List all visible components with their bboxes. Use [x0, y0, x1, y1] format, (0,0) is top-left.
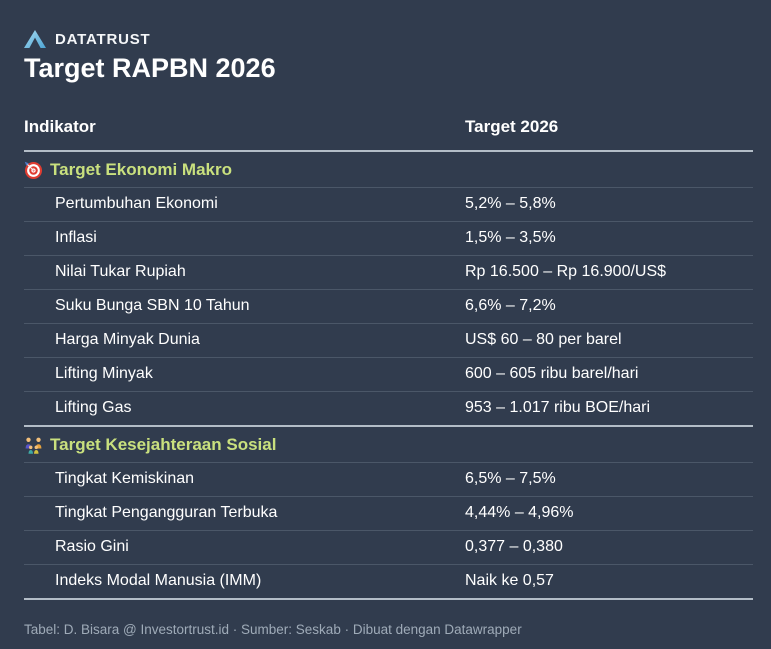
table-row: Pertumbuhan Ekonomi 5,2% – 5,8% — [24, 187, 753, 221]
row-label: Indeks Modal Manusia (IMM) — [55, 572, 262, 589]
brand-header: DATATRUST — [24, 30, 753, 48]
row-value: US$ 60 – 80 per barel — [465, 331, 622, 348]
row-label: Harga Minyak Dunia — [55, 331, 200, 348]
table-row: Tingkat Kemiskinan 6,5% – 7,5% — [24, 462, 753, 496]
section-title: Target Ekonomi Makro — [50, 160, 232, 179]
row-value: 1,5% – 3,5% — [465, 229, 556, 246]
row-value: 6,5% – 7,5% — [465, 470, 556, 487]
row-value: 0,377 – 0,380 — [465, 538, 563, 555]
datatrust-logo-icon — [24, 30, 46, 48]
table-row: Inflasi 1,5% – 3,5% — [24, 221, 753, 255]
table-row: Tingkat Pengangguran Terbuka 4,44% – 4,9… — [24, 496, 753, 530]
table-row: Rasio Gini 0,377 – 0,380 — [24, 530, 753, 564]
table-row: Lifting Gas 953 – 1.017 ribu BOE/hari — [24, 391, 753, 425]
row-value: 5,2% – 5,8% — [465, 195, 556, 212]
data-table: Indikator Target 2026 Target Ekonomi Mak… — [24, 117, 753, 600]
page-title: Target RAPBN 2026 — [24, 53, 276, 83]
row-label: Lifting Minyak — [55, 365, 153, 382]
row-value: 953 – 1.017 ribu BOE/hari — [465, 399, 651, 416]
row-label: Lifting Gas — [55, 399, 132, 416]
row-value: Rp 16.500 – Rp 16.900/US$ — [465, 263, 667, 280]
row-value: 6,6% – 7,2% — [465, 297, 556, 314]
row-label: Nilai Tukar Rupiah — [55, 263, 186, 280]
row-value: 4,44% – 4,96% — [465, 504, 574, 521]
attribution-footer: Tabel: D. Bisara @ Investortrust.id · Su… — [24, 622, 522, 637]
row-label: Suku Bunga SBN 10 Tahun — [55, 297, 250, 314]
table-row: Nilai Tukar Rupiah Rp 16.500 – Rp 16.900… — [24, 255, 753, 289]
row-label: Tingkat Pengangguran Terbuka — [55, 504, 278, 521]
row-label: Tingkat Kemiskinan — [55, 470, 195, 487]
row-label: Inflasi — [55, 229, 97, 246]
column-header-target: Target 2026 — [465, 117, 559, 136]
target-icon — [24, 161, 43, 179]
row-label: Pertumbuhan Ekonomi — [55, 195, 218, 212]
table-row: Suku Bunga SBN 10 Tahun 6,6% – 7,2% — [24, 289, 753, 323]
table-row: Lifting Minyak 600 – 605 ribu barel/hari — [24, 357, 753, 391]
section-title: Target Kesejahteraan Sosial — [50, 435, 277, 454]
row-label: Rasio Gini — [55, 538, 129, 555]
table-row: Indeks Modal Manusia (IMM) Naik ke 0,57 — [24, 564, 753, 598]
family-icon — [25, 437, 42, 454]
column-header-indikator: Indikator — [24, 117, 96, 136]
row-value: 600 – 605 ribu barel/hari — [465, 365, 639, 382]
row-value: Naik ke 0,57 — [465, 572, 554, 589]
section-header-kesejahteraan-sosial: Target Kesejahteraan Sosial — [24, 425, 753, 462]
table-header-row: Indikator Target 2026 — [24, 117, 753, 150]
brand-name: DATATRUST — [55, 30, 151, 48]
section-header-ekonomi-makro: Target Ekonomi Makro — [24, 150, 753, 187]
table-row: Harga Minyak Dunia US$ 60 – 80 per barel — [24, 323, 753, 357]
